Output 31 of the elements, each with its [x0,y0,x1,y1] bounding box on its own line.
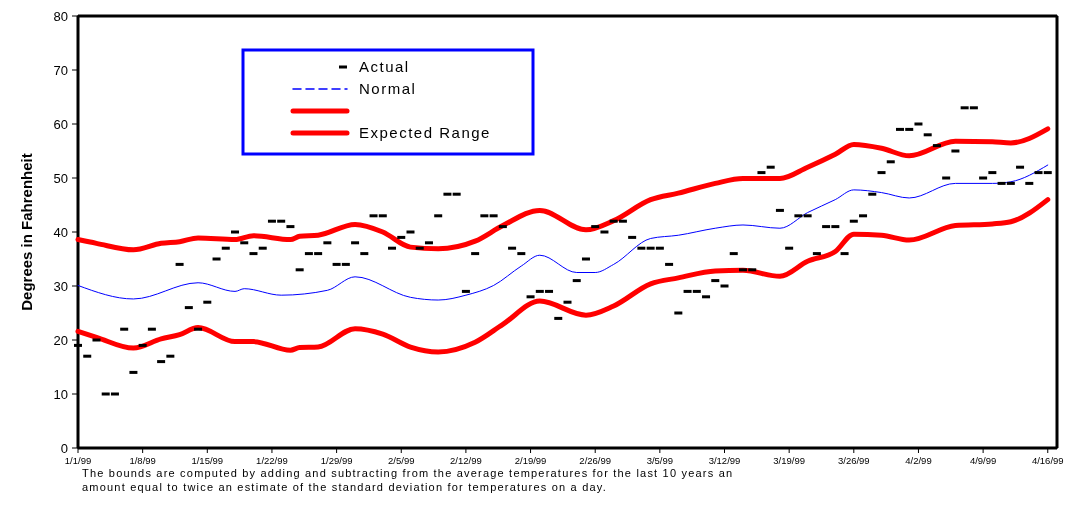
x-tick-label: 3/19/99 [773,455,806,466]
x-tick-label: 4/16/99 [1031,455,1064,466]
y-tick-label: 50 [53,170,68,186]
y-tick-label: 80 [53,8,68,24]
x-tick-label: 1/22/99 [256,455,288,466]
y-tick-label: 0 [60,440,68,456]
line-series [77,164,1049,301]
text: The bounds are computed by adding and subtracting from the average temperatures for the last 10 years an amount equal to twice an estimate of the standard deviation for temperatures on a day. [82,467,734,493]
x-tick-label: 2/19/99 [514,455,547,466]
legend-label: Normal [359,80,417,98]
y-tick-label: 40 [53,224,68,240]
x-tick-label: 1/15/99 [191,455,224,466]
x-tick-label: 1/29/99 [320,455,353,466]
x-tick-label: 3/26/99 [837,455,870,466]
y-tick-label: 30 [53,278,68,294]
y-tick-label: 10 [53,386,68,402]
x-tick-label: 4/2/99 [905,455,932,466]
legend-label: Expected Range [359,124,491,142]
y-tick-label: 20 [53,332,68,348]
x-tick-label: 4/9/99 [969,455,997,466]
y-tick-label: 70 [53,62,68,78]
x-tick-label: 1/1/99 [64,455,92,466]
y-axis-title: Degrees in Fahrenheit [18,153,35,311]
y-tick-label: 60 [53,116,68,132]
x-tick-label: 3/5/99 [646,455,674,466]
legend-label: Actual [359,58,410,76]
x-tick-label: 2/12/99 [450,455,482,466]
x-tick-label: 3/12/99 [708,455,741,466]
x-tick-label: 2/5/99 [388,455,415,466]
x-tick-label: 2/26/99 [579,455,612,466]
x-tick-label: 1/8/99 [129,455,156,466]
